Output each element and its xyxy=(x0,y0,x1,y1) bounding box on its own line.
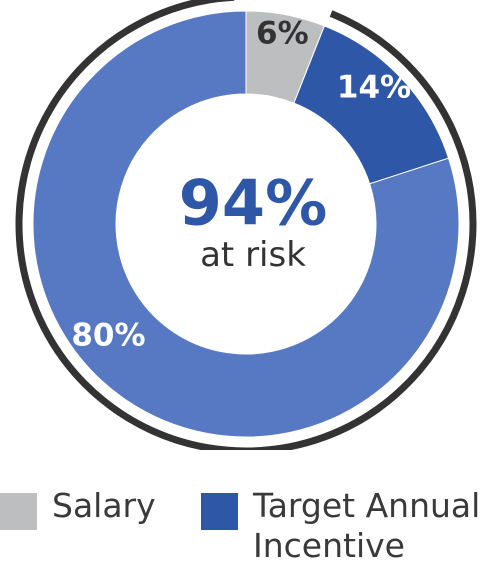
slice-label-salary: 6% xyxy=(256,15,309,51)
at-risk-bracket-arc xyxy=(15,0,477,450)
legend-swatch-salary xyxy=(0,493,37,530)
center-value: 94% xyxy=(179,167,327,240)
legend-swatch-target-annual-incentive xyxy=(201,493,238,530)
legend-label-salary: Salary xyxy=(52,486,156,525)
donut-chart-svg: 6% 14% 80% 94%at risk xyxy=(15,0,477,450)
donut-chart: 6% 14% 80% 94% at risk xyxy=(15,0,477,450)
legend-label-target-annual-incentive: Target Annual Incentive xyxy=(253,486,481,565)
slice-label-target-annual-incentive: 14% xyxy=(337,70,411,106)
donut-slice-at-risk-remainder xyxy=(32,10,460,438)
legend: Salary Target Annual Incentive xyxy=(0,486,483,568)
center-label: at risk xyxy=(200,235,306,275)
slice-label-at-risk-remainder: 80% xyxy=(71,317,145,353)
